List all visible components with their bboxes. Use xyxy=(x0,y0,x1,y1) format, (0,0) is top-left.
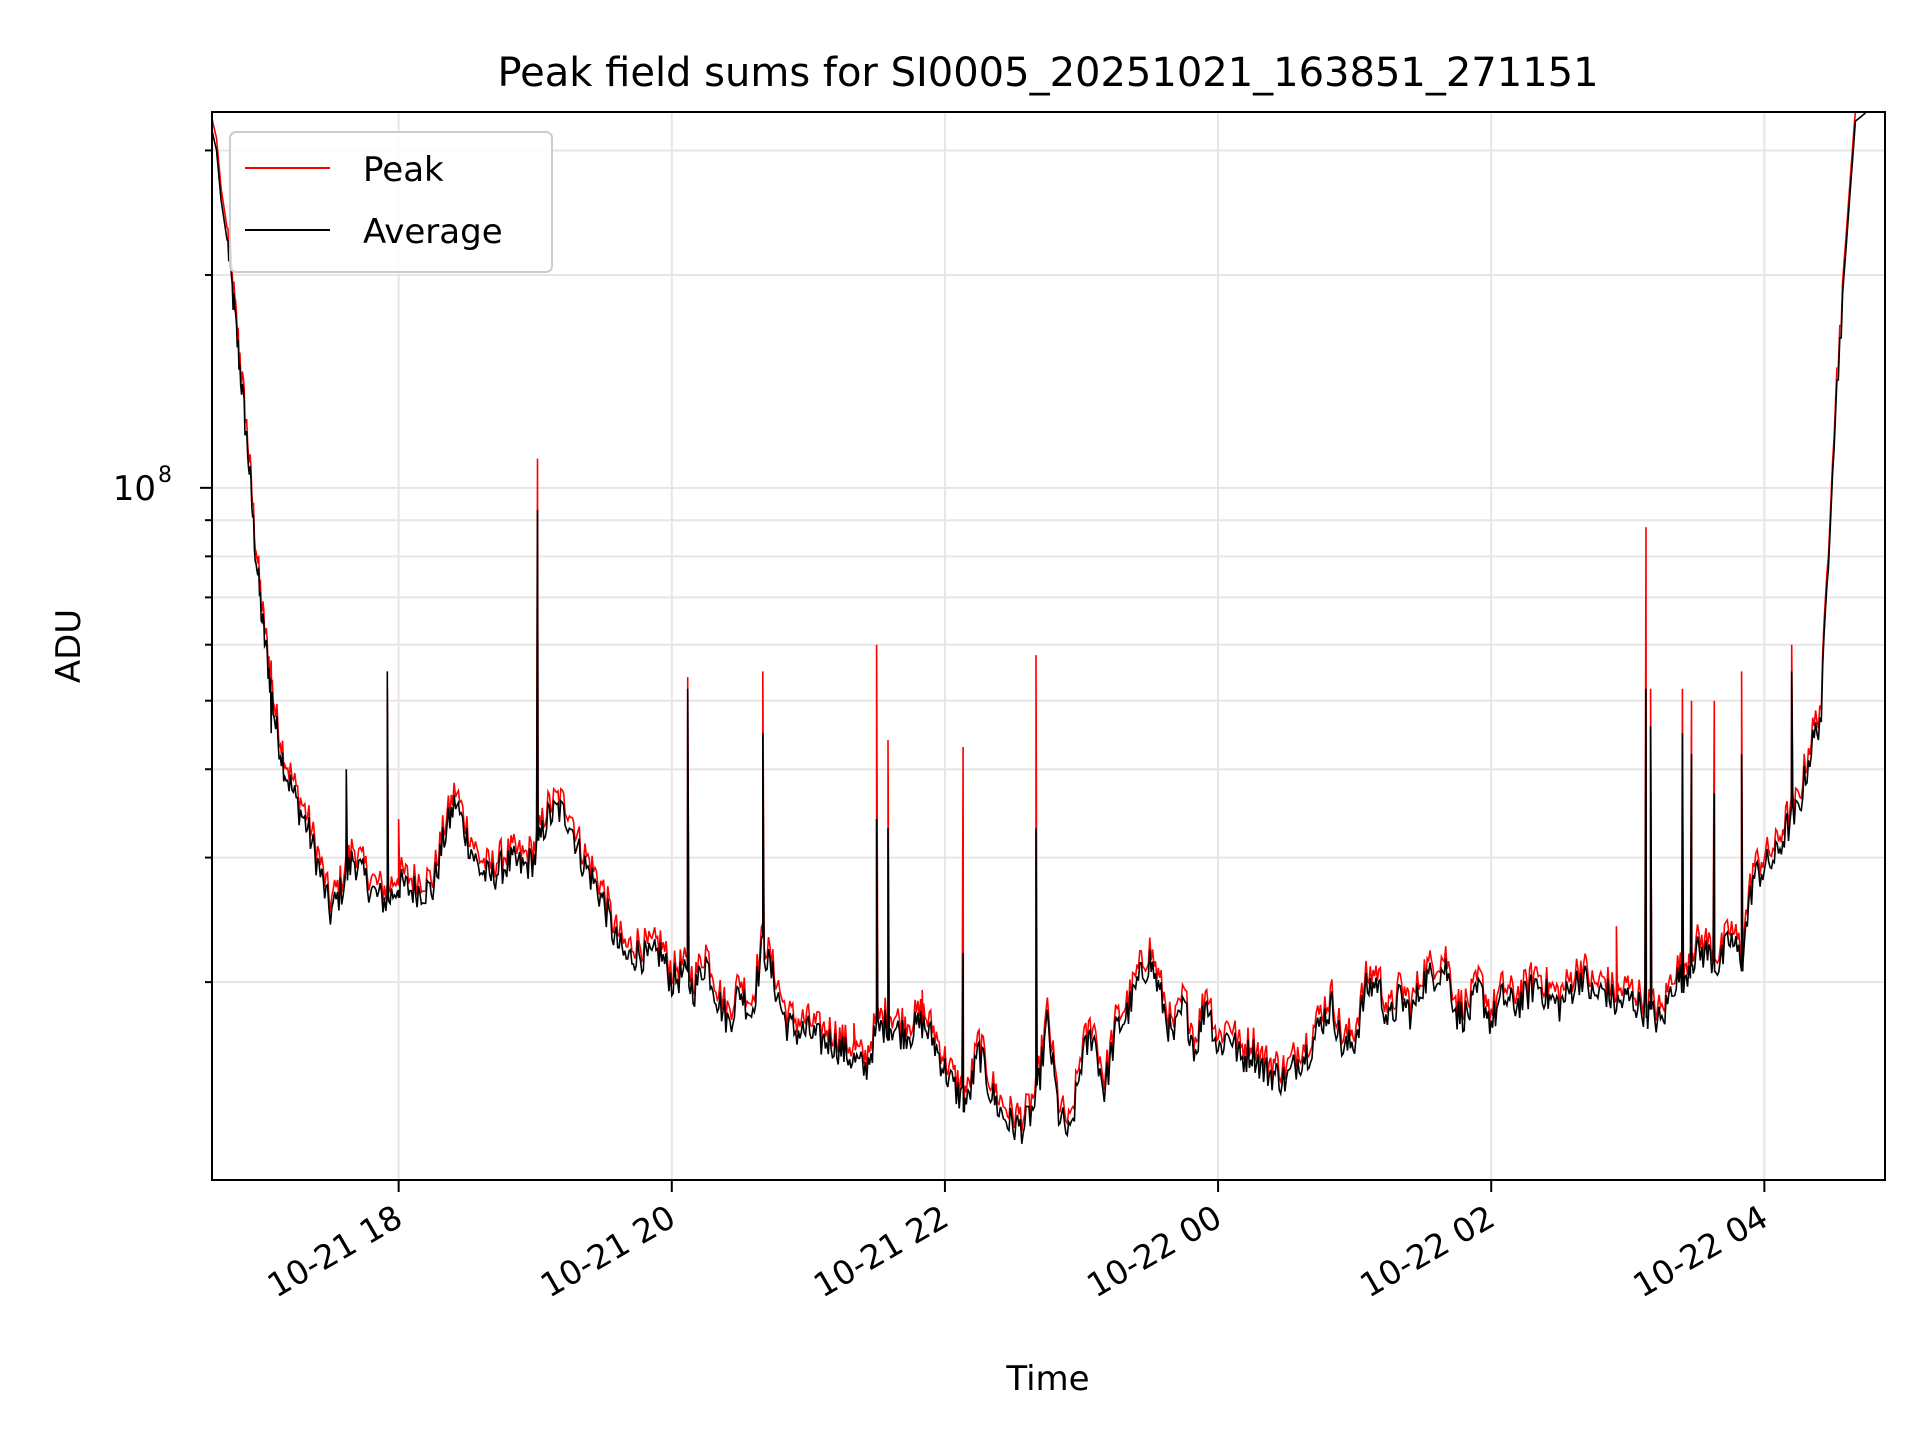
legend: Peak Average xyxy=(229,131,553,273)
y-axis-label: ADU xyxy=(49,609,89,683)
y-tick-label: 10 xyxy=(113,469,156,509)
legend-label-peak: Peak xyxy=(363,150,444,190)
plot-frame xyxy=(211,111,1886,1181)
y-tick-label-exponent: 8 xyxy=(158,463,172,488)
plot-lines xyxy=(212,112,1866,1144)
series-line-average xyxy=(212,112,1866,1144)
legend-label-average: Average xyxy=(363,212,503,252)
grid xyxy=(212,112,1885,1180)
chart-title: Peak field sums for SI0005_20251021_1638… xyxy=(497,50,1598,96)
series-line-peak xyxy=(212,112,1866,1132)
x-axis-label: Time xyxy=(1005,1359,1089,1399)
